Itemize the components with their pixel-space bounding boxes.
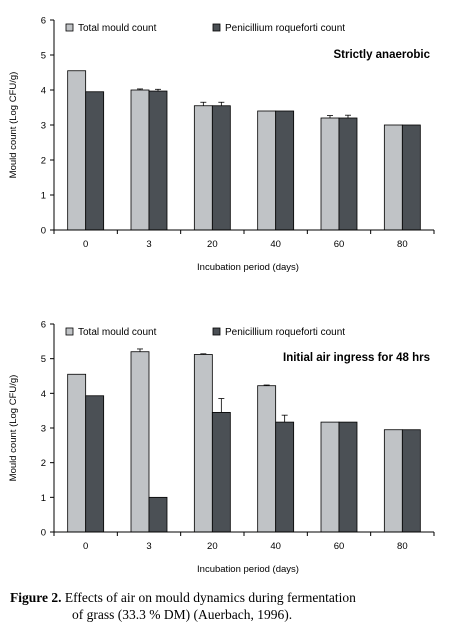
bar-penicillium-80	[401, 429, 421, 533]
x-tick-label-0: 0	[83, 541, 88, 552]
x-tick-label-0: 0	[83, 239, 88, 250]
bar-penicillium-0	[85, 395, 105, 533]
y-tick-label-5: 5	[41, 354, 46, 365]
y-tick-label-5: 5	[41, 51, 46, 62]
bar-total-40	[257, 385, 277, 533]
bar-total-80	[383, 124, 403, 231]
y-tick-label-6: 6	[41, 320, 46, 331]
bar-penicillium-20	[211, 411, 231, 533]
bar-total-20	[193, 105, 213, 231]
y-tick-label-3: 3	[41, 121, 46, 132]
bar-penicillium-3	[148, 496, 168, 533]
panel-title: Strictly anaerobic	[333, 49, 430, 61]
legend-swatch-total	[65, 23, 74, 32]
legend-swatch-total	[65, 327, 74, 336]
y-tick-label-0: 0	[41, 226, 46, 237]
x-tick-label-20: 20	[207, 541, 218, 552]
y-tick-label-2: 2	[41, 458, 46, 469]
y-tick-label-3: 3	[41, 424, 46, 435]
y-tick-label-0: 0	[41, 528, 46, 539]
legend-label-total: Total mould count	[78, 23, 157, 34]
y-tick-label-4: 4	[41, 86, 46, 97]
y-axis-title: Mould count (Log CFU/g)	[8, 375, 19, 482]
bar-total-0	[67, 70, 87, 231]
caption-line2: of grass (33.3 % DM) (Auerbach, 1996).	[72, 607, 293, 622]
legend-label-penicillium: Penicillium roqueforti count	[225, 23, 345, 34]
bar-total-3	[130, 351, 150, 533]
x-tick-label-40: 40	[270, 541, 281, 552]
bar-total-20	[193, 354, 213, 533]
legend-swatch-penicillium	[212, 327, 221, 336]
x-axis-title: Incubation period (days)	[197, 564, 299, 575]
bar-total-60	[320, 117, 340, 231]
bar-penicillium-0	[85, 91, 105, 231]
x-tick-label-20: 20	[207, 239, 218, 250]
bar-penicillium-40	[275, 110, 295, 231]
legend-label-penicillium: Penicillium roqueforti count	[225, 327, 345, 338]
legend-swatch-penicillium	[212, 23, 221, 32]
caption-line1: Effects of air on mould dynamics during …	[61, 590, 356, 605]
x-axis-title: Incubation period (days)	[197, 262, 299, 273]
bar-penicillium-20	[211, 105, 231, 231]
y-tick-label-1: 1	[41, 191, 46, 202]
x-tick-label-60: 60	[334, 239, 345, 250]
caption-label: Figure 2.	[10, 590, 62, 605]
y-tick-label-1: 1	[41, 493, 46, 504]
x-tick-label-60: 60	[334, 541, 345, 552]
bar-total-3	[130, 89, 150, 231]
x-tick-label-3: 3	[146, 239, 151, 250]
y-tick-label-2: 2	[41, 156, 46, 167]
figure-caption: Figure 2. Effects of air on mould dynami…	[10, 589, 450, 623]
bar-total-40	[257, 110, 277, 231]
bar-penicillium-60	[338, 421, 358, 533]
bar-total-80	[383, 429, 403, 533]
x-tick-label-80: 80	[397, 239, 408, 250]
y-axis-title: Mould count (Log CFU/g)	[8, 72, 19, 179]
y-tick-label-4: 4	[41, 389, 46, 400]
bar-penicillium-40	[275, 421, 295, 533]
bar-penicillium-3	[148, 90, 168, 231]
legend-label-total: Total mould count	[78, 327, 157, 338]
bar-total-0	[67, 373, 87, 533]
panel-title: Initial air ingress for 48 hrs	[283, 352, 430, 364]
x-tick-label-3: 3	[146, 541, 151, 552]
y-tick-label-6: 6	[41, 16, 46, 27]
x-tick-label-80: 80	[397, 541, 408, 552]
x-tick-label-40: 40	[270, 239, 281, 250]
bar-penicillium-80	[401, 124, 421, 231]
bar-penicillium-60	[338, 117, 358, 231]
bar-total-60	[320, 421, 340, 533]
